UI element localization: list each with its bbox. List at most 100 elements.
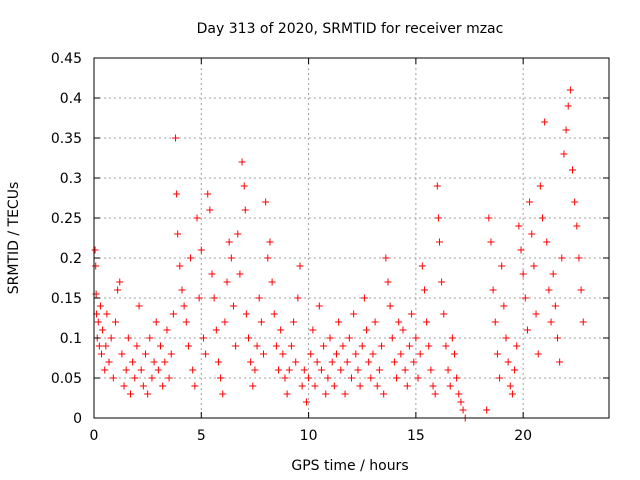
data-point <box>232 342 240 350</box>
data-point <box>566 86 574 94</box>
data-point <box>382 254 390 262</box>
x-tick-label: 10 <box>300 428 318 444</box>
data-point <box>189 366 197 374</box>
data-point <box>457 398 465 406</box>
y-tick-label: 0.25 <box>51 211 82 227</box>
data-point <box>554 334 561 342</box>
data-point <box>174 230 182 238</box>
data-point <box>341 390 349 398</box>
data-point <box>551 302 559 310</box>
data-point <box>245 334 252 342</box>
grid <box>94 58 609 418</box>
data-point <box>397 350 405 358</box>
data-point <box>418 262 426 270</box>
x-tick-label: 5 <box>197 428 206 444</box>
data-point <box>212 326 220 334</box>
data-point <box>241 206 249 214</box>
data-point <box>311 382 319 390</box>
data-point <box>251 366 259 374</box>
chart-title: Day 313 of 2020, SRMTID for receiver mza… <box>197 21 504 37</box>
data-point <box>227 254 235 262</box>
y-tick-label: 0.05 <box>51 371 82 387</box>
data-point <box>277 326 285 334</box>
x-axis-label: GPS time / hours <box>291 458 408 474</box>
data-point <box>521 294 529 302</box>
data-point <box>545 286 553 294</box>
data-point <box>126 390 134 398</box>
data-point <box>191 382 199 390</box>
data-point <box>180 302 188 310</box>
data-point <box>199 334 207 342</box>
data-point <box>161 358 169 366</box>
data-point <box>247 358 255 366</box>
data-point <box>575 254 583 262</box>
data-point <box>279 350 287 358</box>
y-tick-label: 0.35 <box>51 131 82 147</box>
data-point <box>285 366 293 374</box>
data-point <box>378 342 386 350</box>
data-point <box>489 286 497 294</box>
data-point <box>266 238 274 246</box>
data-point <box>444 366 452 374</box>
data-point <box>332 350 340 358</box>
data-point <box>363 326 371 334</box>
data-point <box>511 366 519 374</box>
data-point <box>423 318 431 326</box>
data-point <box>523 326 531 334</box>
data-point <box>139 382 147 390</box>
data-point <box>142 350 149 358</box>
data-point <box>298 382 306 390</box>
data-point <box>547 318 555 326</box>
data-point <box>348 374 355 382</box>
data-point <box>538 214 546 222</box>
data-point <box>195 294 203 302</box>
data-point <box>91 246 99 254</box>
data-point <box>500 302 508 310</box>
data-point <box>111 318 119 326</box>
data-point <box>129 358 137 366</box>
data-point <box>356 382 364 390</box>
data-point <box>229 302 237 310</box>
data-point <box>300 366 308 374</box>
data-point <box>414 374 422 382</box>
data-point <box>435 238 443 246</box>
data-point <box>102 342 110 350</box>
data-point <box>290 318 298 326</box>
data-point <box>326 334 334 342</box>
data-point <box>515 222 523 230</box>
data-point <box>210 294 218 302</box>
data-point <box>405 342 413 350</box>
data-point <box>410 358 418 366</box>
data-point <box>320 342 328 350</box>
data-point <box>420 286 428 294</box>
data-point <box>455 390 463 398</box>
data-point <box>573 222 581 230</box>
data-point <box>558 254 566 262</box>
data-point <box>564 102 572 110</box>
data-point <box>157 342 165 350</box>
data-point <box>451 350 458 358</box>
data-point <box>517 246 525 254</box>
data-point <box>395 318 403 326</box>
data-point <box>95 342 103 350</box>
data-point <box>440 310 448 318</box>
data-point <box>343 358 351 366</box>
data-point <box>182 318 190 326</box>
data-point <box>373 382 381 390</box>
data-point <box>283 390 291 398</box>
data-point <box>579 318 587 326</box>
data-point <box>408 310 416 318</box>
data-point <box>109 374 117 382</box>
data-point <box>94 318 102 326</box>
data-point <box>491 318 499 326</box>
data-point <box>345 334 353 342</box>
y-axis-label: SRMTID / TECUs <box>6 182 22 295</box>
data-point <box>429 382 437 390</box>
data-point <box>124 334 132 342</box>
data-point <box>270 310 278 318</box>
data-point <box>264 254 272 262</box>
data-point <box>101 366 109 374</box>
data-point <box>238 158 246 166</box>
data-point <box>176 262 184 270</box>
data-point <box>225 238 233 246</box>
